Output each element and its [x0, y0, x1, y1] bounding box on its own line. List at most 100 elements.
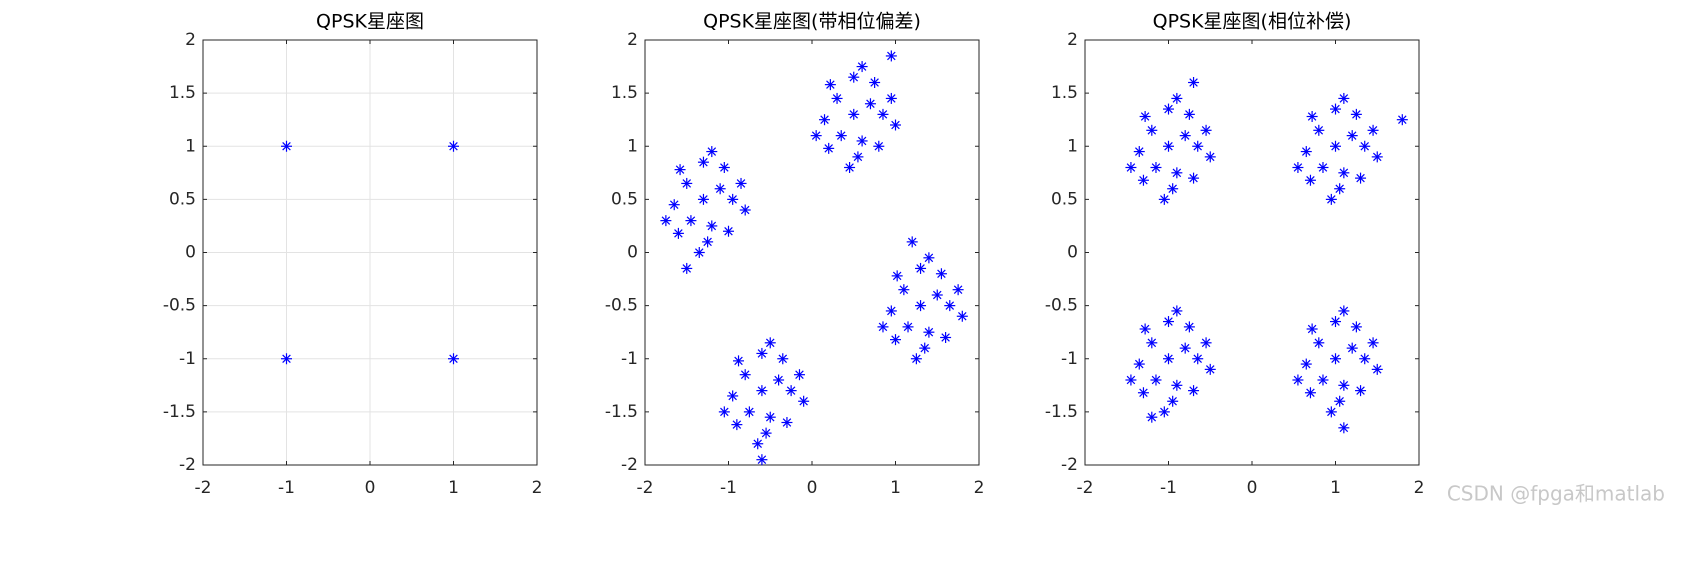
point — [819, 114, 831, 126]
y-tick-label: 0 — [627, 243, 638, 263]
point — [1171, 379, 1183, 391]
plot-area — [1085, 40, 1419, 465]
point — [1146, 411, 1158, 423]
point — [1200, 124, 1212, 136]
x-tick-label: 0 — [1247, 478, 1258, 498]
point — [1338, 92, 1350, 104]
point — [952, 284, 964, 296]
point — [733, 355, 745, 367]
point — [1338, 167, 1350, 179]
y-tick-label: 2 — [627, 30, 638, 50]
point — [1330, 140, 1341, 152]
point — [956, 310, 968, 322]
point — [1325, 406, 1337, 418]
point — [685, 215, 697, 227]
point — [890, 334, 901, 346]
point — [1371, 363, 1383, 375]
point — [885, 92, 897, 104]
point — [1300, 146, 1312, 158]
x-tick-label: -1 — [278, 478, 295, 498]
y-tick-label: 1 — [185, 136, 196, 156]
y-tick-label: -1 — [621, 349, 638, 369]
point — [1359, 353, 1371, 365]
point — [706, 220, 718, 232]
point — [864, 98, 876, 110]
axes: -2 -1 0 1 2 -2 -1.5 -1 -0.5 0 0.5 1 1.5 2 QPSK星座图(带相位偏… — [605, 11, 985, 499]
point — [1325, 193, 1337, 205]
point — [856, 61, 868, 73]
point — [1137, 387, 1149, 399]
y-tick-label: -1 — [1061, 349, 1078, 369]
point — [1304, 387, 1316, 399]
point — [1355, 172, 1367, 184]
point — [743, 406, 755, 418]
chart-title: QPSK星座图(相位补偿) — [1153, 11, 1352, 33]
point — [777, 353, 789, 365]
point — [915, 300, 927, 312]
x-tick-label: 0 — [807, 478, 818, 498]
point — [1313, 124, 1325, 136]
point — [1317, 162, 1329, 173]
point — [718, 162, 730, 173]
point — [697, 156, 709, 168]
y-tick-label: 0.5 — [1051, 189, 1078, 209]
point — [891, 270, 903, 282]
x-tick-label: 2 — [974, 478, 985, 498]
point — [1188, 385, 1200, 397]
point — [1163, 103, 1174, 115]
point — [940, 332, 952, 343]
y-tick-label: 1.5 — [169, 83, 196, 103]
y-tick-label: -0.5 — [605, 296, 638, 316]
point — [693, 247, 705, 258]
point — [781, 417, 793, 428]
point — [1334, 395, 1346, 407]
point — [1346, 130, 1358, 142]
point — [831, 92, 843, 104]
point — [1133, 358, 1145, 370]
point — [848, 108, 860, 120]
x-tick-label: -1 — [1160, 478, 1177, 498]
point — [823, 142, 835, 154]
point — [764, 337, 776, 349]
point — [798, 395, 810, 407]
point — [1171, 167, 1183, 179]
point — [1133, 146, 1145, 158]
point — [1167, 183, 1179, 195]
x-tick-label: 0 — [365, 478, 376, 498]
point — [919, 342, 931, 354]
point — [1359, 140, 1371, 152]
point — [902, 321, 914, 333]
point — [877, 108, 889, 120]
point — [1200, 337, 1212, 349]
y-tick-label: -2 — [621, 455, 638, 475]
point — [1306, 323, 1318, 335]
point — [668, 199, 680, 211]
x-tick-label: 1 — [1330, 478, 1341, 498]
y-tick-label: -1.5 — [163, 402, 196, 422]
point — [1179, 130, 1191, 142]
y-tick-label: -2 — [1061, 455, 1078, 475]
y-tick-label: -1 — [179, 349, 196, 369]
point — [856, 135, 868, 147]
point — [756, 454, 768, 466]
x-tick-label: -2 — [637, 478, 654, 498]
y-tick-label: 0 — [185, 243, 196, 263]
point — [877, 321, 889, 333]
y-tick-label: 1 — [627, 136, 638, 156]
point — [727, 193, 739, 205]
x-tick-label: 1 — [448, 478, 459, 498]
point — [697, 193, 709, 205]
point — [735, 177, 747, 189]
point — [448, 353, 459, 365]
point — [906, 236, 918, 248]
point — [760, 427, 772, 439]
point — [702, 236, 714, 248]
point — [1171, 92, 1183, 104]
point — [915, 262, 927, 274]
point — [844, 162, 856, 173]
x-tick-label: -2 — [1077, 478, 1094, 498]
point — [1367, 337, 1379, 349]
point — [1163, 140, 1174, 152]
point — [1137, 174, 1149, 186]
